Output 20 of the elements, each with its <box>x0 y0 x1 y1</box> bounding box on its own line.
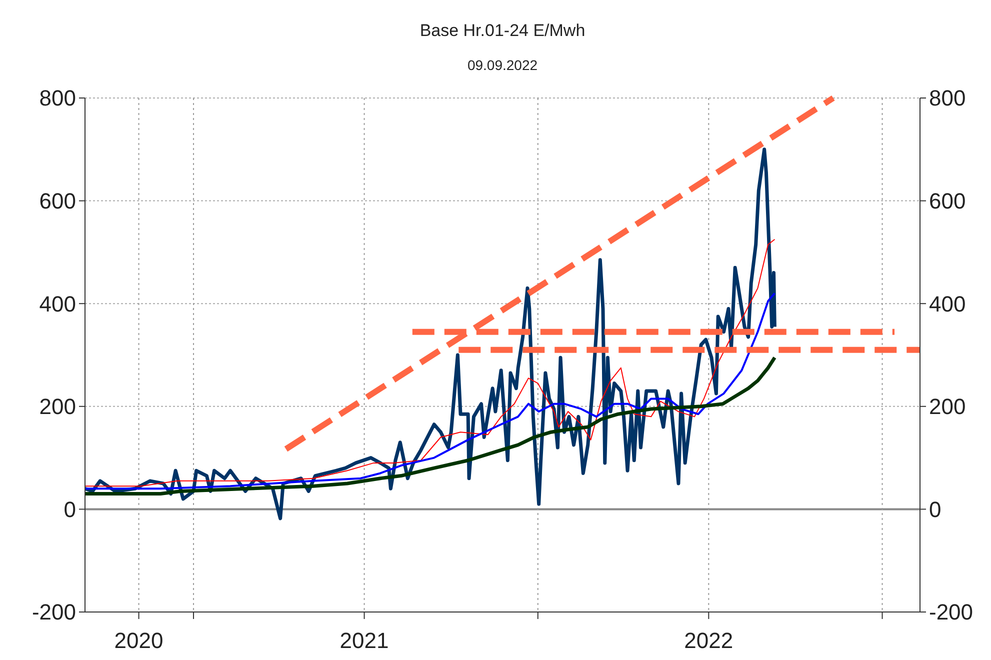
line-series <box>85 238 776 487</box>
y-tick-label: 800 <box>39 86 76 111</box>
y2-tick-label: 600 <box>929 188 966 214</box>
x-tick-label: 2021 <box>340 628 389 653</box>
y2-tick-label: 0 <box>929 496 942 522</box>
y-tick-label: 600 <box>39 188 76 214</box>
y2-tick-label: 400 <box>929 291 966 316</box>
y-tick-label: 0 <box>64 496 76 522</box>
y2-tick-label: -200 <box>929 600 974 625</box>
chart-subtitle: 09.09.2022 <box>467 57 538 73</box>
y-tick-label: -200 <box>32 600 76 625</box>
y-tick-label: 200 <box>39 394 76 420</box>
line-series <box>85 292 776 490</box>
y2-tick-label: 200 <box>929 394 966 420</box>
y2-tick-label: 800 <box>929 86 966 111</box>
chart-title: Base Hr.01-24 E/Mwh <box>420 21 586 40</box>
y-tick-label: 400 <box>39 291 76 316</box>
x-tick-label: 2020 <box>114 628 164 653</box>
x-tick-label: 2022 <box>684 628 734 653</box>
line-series <box>85 356 776 496</box>
